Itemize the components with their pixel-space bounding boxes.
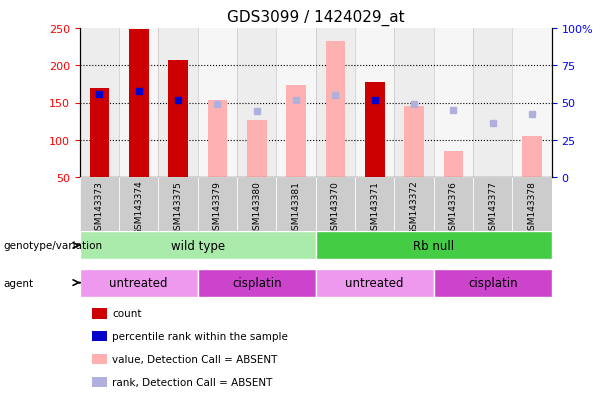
Bar <box>316 232 552 260</box>
Text: count: count <box>112 309 142 318</box>
Bar <box>434 269 552 297</box>
Text: rank, Detection Call = ABSENT: rank, Detection Call = ABSENT <box>112 377 273 387</box>
Bar <box>316 269 434 297</box>
Bar <box>197 29 237 178</box>
Text: genotype/variation: genotype/variation <box>3 241 102 251</box>
Bar <box>119 29 158 178</box>
Bar <box>237 29 276 178</box>
Bar <box>158 29 198 178</box>
Bar <box>286 86 306 178</box>
Bar <box>434 29 473 178</box>
Text: cisplatin: cisplatin <box>468 276 517 290</box>
Bar <box>316 29 355 178</box>
Text: GSM143379: GSM143379 <box>213 180 222 235</box>
Bar <box>197 178 237 231</box>
Text: agent: agent <box>3 278 33 288</box>
Bar <box>276 178 316 231</box>
Bar <box>394 178 434 231</box>
Text: GSM143372: GSM143372 <box>409 180 419 235</box>
Bar <box>80 29 119 178</box>
Text: GSM143378: GSM143378 <box>528 180 536 235</box>
Bar <box>237 178 276 231</box>
Bar <box>119 178 158 231</box>
Text: GSM143370: GSM143370 <box>331 180 340 235</box>
Bar <box>522 137 542 178</box>
Bar <box>168 61 188 178</box>
Text: GSM143374: GSM143374 <box>134 180 143 235</box>
Bar <box>80 232 316 260</box>
Text: GSM143380: GSM143380 <box>252 180 261 235</box>
Text: wild type: wild type <box>170 239 225 252</box>
Title: GDS3099 / 1424029_at: GDS3099 / 1424029_at <box>227 10 405 26</box>
Bar <box>80 178 119 231</box>
Bar <box>355 178 394 231</box>
Bar <box>208 101 227 178</box>
Bar <box>247 120 267 178</box>
Bar <box>276 29 316 178</box>
Bar <box>473 29 512 178</box>
Text: GSM143377: GSM143377 <box>488 180 497 235</box>
Text: untreated: untreated <box>346 276 404 290</box>
Text: percentile rank within the sample: percentile rank within the sample <box>112 331 288 341</box>
Bar <box>197 269 316 297</box>
Text: GSM143381: GSM143381 <box>292 180 300 235</box>
Text: Rb null: Rb null <box>413 239 454 252</box>
Bar <box>512 29 552 178</box>
Text: GSM143376: GSM143376 <box>449 180 458 235</box>
Bar <box>326 42 345 178</box>
Text: untreated: untreated <box>110 276 168 290</box>
Bar <box>473 178 512 231</box>
Bar <box>512 178 552 231</box>
Text: GSM143371: GSM143371 <box>370 180 379 235</box>
Bar <box>158 178 198 231</box>
Bar <box>365 83 384 178</box>
Text: value, Detection Call = ABSENT: value, Detection Call = ABSENT <box>112 354 278 364</box>
Text: GSM143375: GSM143375 <box>173 180 183 235</box>
Bar <box>129 31 148 178</box>
Text: cisplatin: cisplatin <box>232 276 281 290</box>
Bar <box>89 88 109 178</box>
Bar <box>404 107 424 178</box>
Bar <box>80 269 197 297</box>
Bar <box>434 178 473 231</box>
Text: GSM143373: GSM143373 <box>95 180 104 235</box>
Bar <box>394 29 434 178</box>
Bar <box>355 29 394 178</box>
Bar <box>444 152 463 178</box>
Bar <box>316 178 355 231</box>
